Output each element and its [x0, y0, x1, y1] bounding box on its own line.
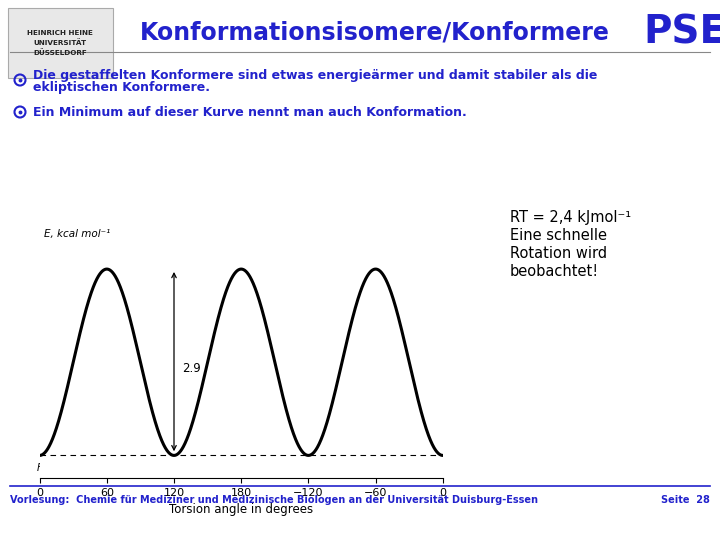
- Text: Konformationsisomere/Konformere: Konformationsisomere/Konformere: [140, 20, 610, 44]
- X-axis label: Torsion angle in degrees: Torsion angle in degrees: [169, 503, 313, 516]
- Text: Figure 10.2.   Potential energy of ethane as a function of the torsion angle.: Figure 10.2. Potential energy of ethane …: [37, 463, 411, 473]
- Text: Rotation wird: Rotation wird: [510, 246, 607, 261]
- Text: Eine schnelle: Eine schnelle: [510, 228, 607, 243]
- Text: PSE: PSE: [644, 13, 720, 51]
- Text: beobachtet!: beobachtet!: [510, 264, 599, 279]
- Text: Die gestaffelten Konformere sind etwas energieärmer und damit stabiler als die: Die gestaffelten Konformere sind etwas e…: [33, 70, 598, 83]
- Text: HEINRICH HEINE
UNIVERSITÄT
DÜSSELDORF: HEINRICH HEINE UNIVERSITÄT DÜSSELDORF: [27, 30, 93, 56]
- Text: Vorlesung:  Chemie für Mediziner und Medizinische Biologen an der Universität Du: Vorlesung: Chemie für Mediziner und Medi…: [10, 495, 538, 505]
- Text: Ein Minimum auf dieser Kurve nennt man auch Konformation.: Ein Minimum auf dieser Kurve nennt man a…: [33, 105, 467, 118]
- FancyBboxPatch shape: [8, 8, 113, 78]
- Text: ekliptischen Konformere.: ekliptischen Konformere.: [33, 80, 210, 93]
- Text: E, kcal mol⁻¹: E, kcal mol⁻¹: [44, 229, 110, 239]
- Text: RT = 2,4 kJmol⁻¹: RT = 2,4 kJmol⁻¹: [510, 210, 631, 225]
- Text: Seite  28: Seite 28: [661, 495, 710, 505]
- Text: 2.9: 2.9: [182, 362, 201, 375]
